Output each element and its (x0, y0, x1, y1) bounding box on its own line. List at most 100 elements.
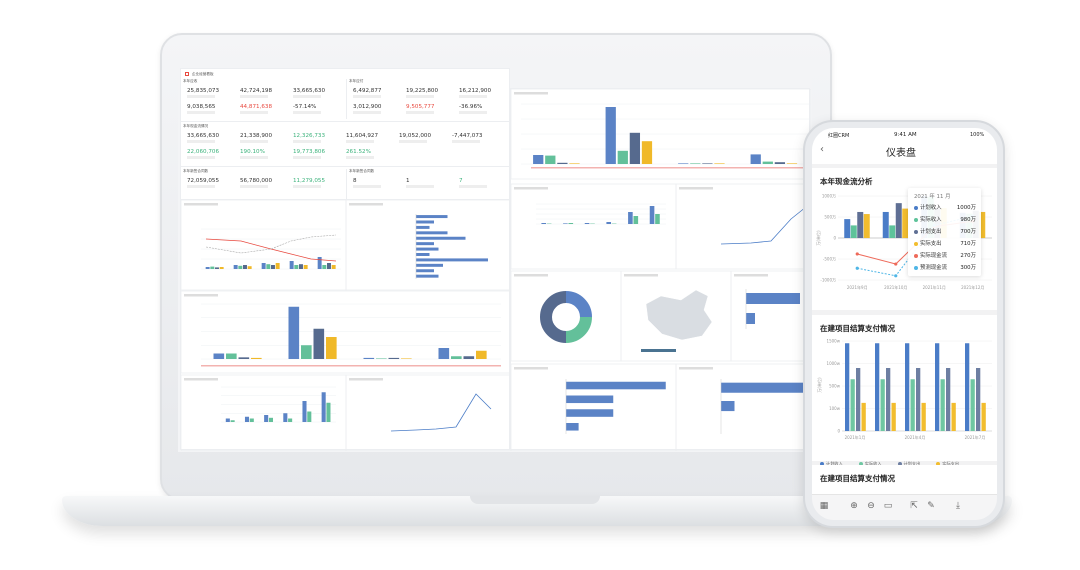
zoom-out-icon[interactable]: ⊖ (867, 501, 875, 511)
legend-dot (820, 462, 824, 466)
settle2-bar (641, 141, 653, 164)
bar-计划支出 (916, 368, 921, 431)
trend-line-dashed (205, 234, 337, 254)
settle-bar (251, 357, 262, 359)
chart-title-placeholder (184, 203, 218, 206)
cost-bar (331, 265, 336, 269)
settle2-bar (762, 161, 773, 164)
kpi-value: 33,665,630 (187, 133, 220, 139)
y-tick-label: 1000w (827, 361, 841, 366)
settle-bar (326, 337, 337, 359)
hbar-bar (416, 242, 434, 246)
next-card: 在建项目结算支付情况 (812, 465, 997, 495)
laptop-charts-left (181, 199, 511, 451)
settle2-bar (545, 155, 556, 164)
project-cost-bar (321, 392, 326, 422)
settle-bar (376, 358, 387, 359)
chart-panel (511, 89, 811, 180)
kpi-value: 44,871,638 (240, 104, 273, 110)
legend-item[interactable]: 计划收入 (820, 461, 843, 467)
project-chart[interactable]: 1500w 1000w 500w 100w 0 万(单位) 2021年1月 2021年4月 20… (812, 335, 997, 447)
kpi-label (346, 156, 374, 159)
settle2-bar (690, 163, 701, 164)
back-chevron-icon[interactable]: ‹ (820, 144, 824, 155)
status-time: 9:41 AM (894, 132, 917, 138)
share-icon[interactable]: ⇱ (910, 501, 918, 511)
cost-bar (238, 265, 243, 269)
bar-计划支出 (946, 368, 951, 431)
cost-bar (327, 263, 331, 269)
cost-bar (266, 264, 271, 269)
kpi-label (240, 140, 268, 143)
phone-header: 红圈CRM 9:41 AM 100% ‹ 仪表盘 (812, 128, 997, 164)
fit-icon[interactable]: ▭ (883, 501, 893, 511)
legend-item[interactable]: 实际支出 (936, 461, 959, 467)
settle-bar (301, 345, 312, 359)
kpi-label (293, 95, 321, 98)
bar-实际支出 (921, 402, 926, 431)
legend-label: 计划支出 (903, 461, 921, 466)
bar-计划支出 (886, 368, 891, 431)
edit-icon[interactable]: ✎ (927, 501, 935, 511)
cost-bar (299, 264, 303, 269)
tooltip-value: 300万 (960, 265, 976, 271)
settle-bar (451, 356, 462, 359)
bar-计划收入 (905, 343, 910, 431)
map-scale-bar (641, 349, 676, 352)
cost-bar (303, 265, 308, 269)
bar-计划收入 (882, 211, 889, 238)
legend-label: 计划收入 (826, 461, 843, 466)
chart-panel (675, 363, 811, 451)
divider (346, 79, 347, 119)
tooltip-row: 计划支出 700万 (914, 227, 978, 236)
kpi-label (353, 185, 381, 188)
hbar-bar (416, 258, 488, 262)
chart-title-placeholder (624, 274, 658, 277)
kpi-value: 190.10% (240, 149, 265, 155)
grid-icon[interactable]: ▦ (819, 501, 829, 511)
legend-item[interactable]: 实际收入 (858, 461, 882, 467)
battery-label: 100% (970, 132, 985, 138)
project-cost-bar (249, 418, 254, 422)
status-bar (746, 293, 800, 304)
kpi-label (187, 111, 215, 114)
phone-screen: 红圈CRM 9:41 AM 100% ‹ 仪表盘 本年现金流分析 1000万 50… (812, 128, 997, 520)
project-cost-bar (264, 415, 269, 422)
bar-实际收入 (940, 379, 945, 431)
download-icon[interactable]: ⤓ (956, 501, 960, 511)
divider (181, 166, 511, 167)
hbar-bar (416, 220, 434, 224)
settle2-bar (557, 162, 568, 164)
bar-实际收入 (850, 225, 857, 238)
bar-计划收入 (965, 343, 970, 431)
kpi-label (406, 185, 434, 188)
y-tick-label: 1000万 (822, 194, 836, 199)
dashboard-right (510, 88, 811, 451)
divider (181, 121, 511, 122)
chart-title-placeholder (679, 187, 713, 190)
kpi-value: -36.96% (459, 104, 483, 110)
point-预测现金流 (855, 266, 859, 270)
kpi-value: 261.52% (346, 149, 371, 155)
kpi-label (187, 185, 215, 188)
tooltip-label: 实际收入 (920, 217, 942, 223)
legend-label: 实际支出 (942, 461, 960, 466)
legend-item[interactable]: 计划支出 (897, 461, 921, 467)
tooltip-row: 预测现金流 300万 (914, 263, 978, 272)
kpi-value: -7,447,073 (452, 133, 483, 139)
settle-bar (313, 328, 325, 359)
chart-panel (511, 183, 677, 270)
chart-panel (181, 199, 347, 291)
x-tick-label: 2021年7月 (965, 434, 986, 440)
x-tick-label: 2021年11月 (923, 284, 946, 290)
kpi-label (399, 140, 427, 143)
zoom-in-icon[interactable]: ⊕ (850, 501, 858, 511)
bar-实际支出 (979, 211, 986, 238)
cost-bar (317, 257, 322, 269)
kpi-label (187, 95, 215, 98)
chart-panel (511, 270, 622, 362)
hbar-bar (416, 263, 443, 267)
kpi-section-title: 本年新签合同数 (183, 169, 209, 173)
settle2-bar (786, 163, 798, 164)
kpi-label (459, 95, 487, 98)
